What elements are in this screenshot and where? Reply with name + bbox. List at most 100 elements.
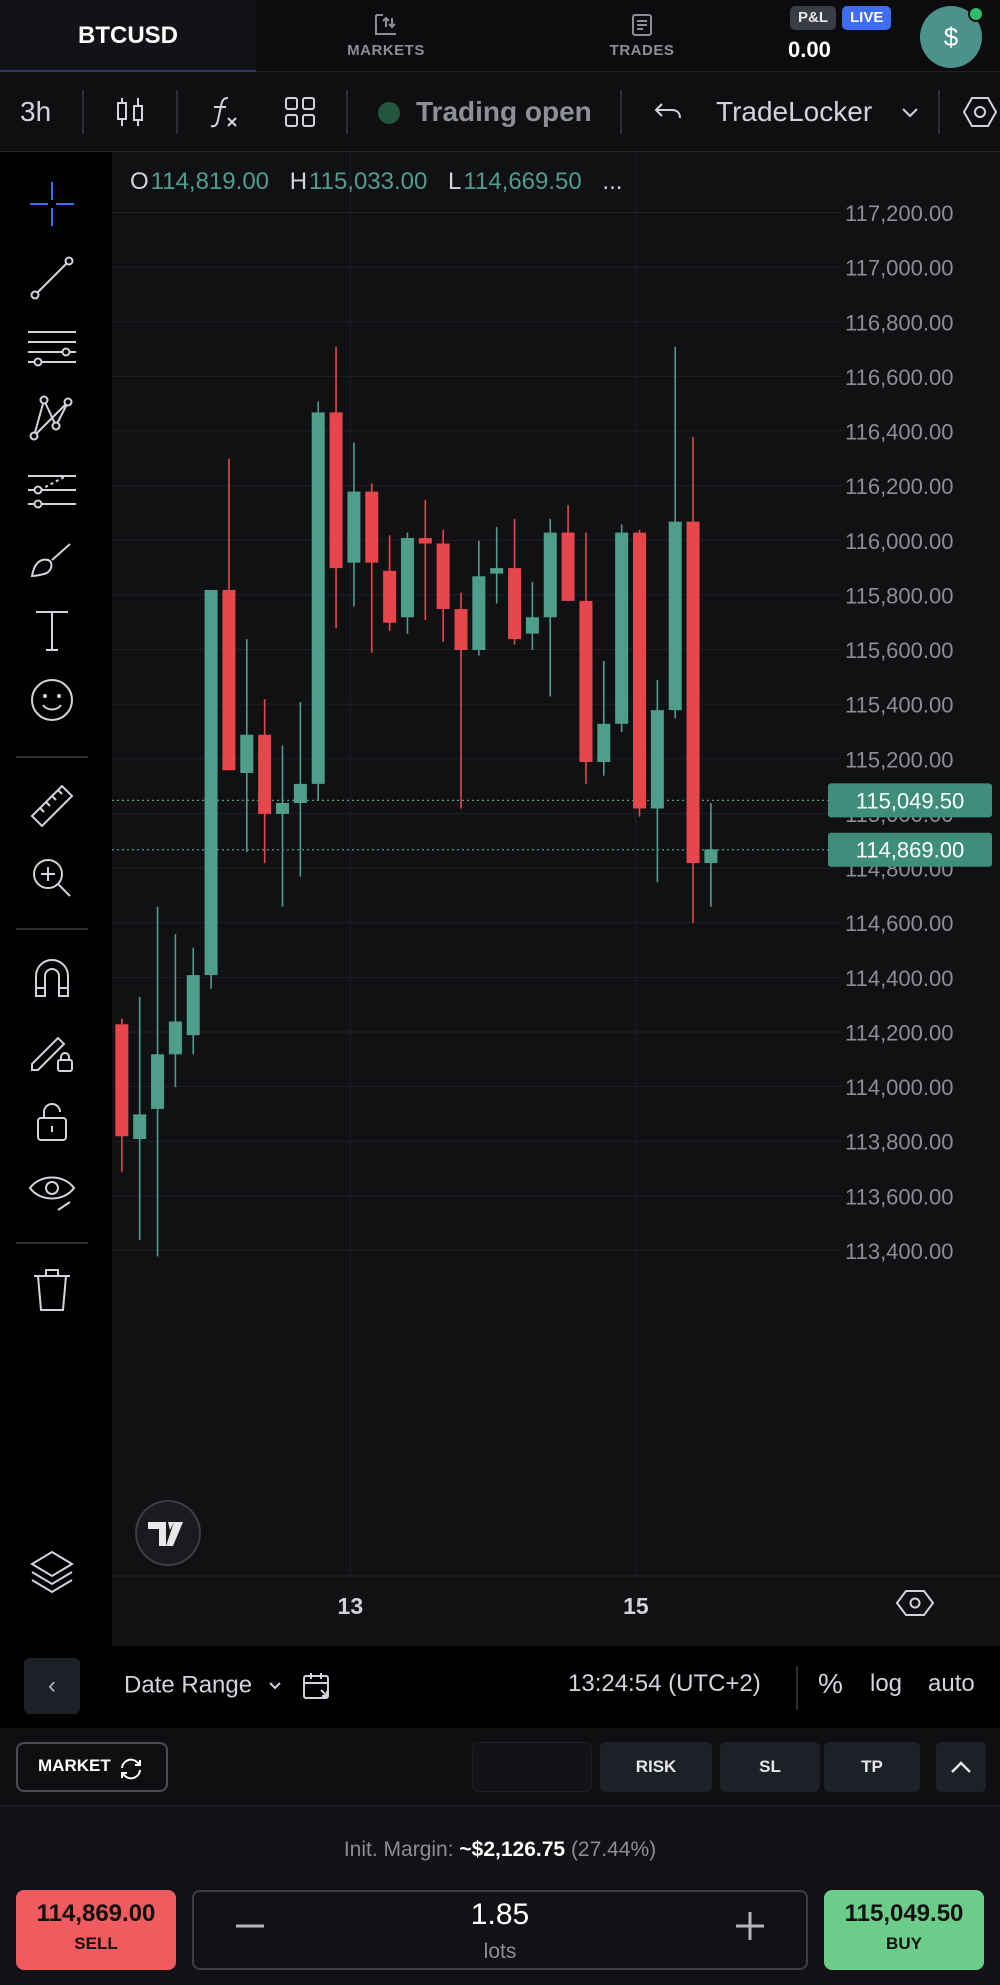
pattern-icon[interactable]	[26, 392, 78, 444]
y-axis-tick-label: 113,400.00	[845, 1239, 953, 1264]
lock-drawing-icon[interactable]	[26, 1024, 78, 1076]
buy-label: BUY	[886, 1934, 922, 1953]
top-navigation: BTCUSD MARKETS TRADES P&L LIVE 0.00 $	[0, 0, 1000, 72]
y-axis-tick-label: 113,800.00	[845, 1130, 953, 1155]
candles-icon[interactable]	[110, 92, 150, 132]
candle-body	[240, 734, 254, 773]
minus-icon[interactable]	[230, 1906, 270, 1946]
text-tool-icon[interactable]	[26, 604, 78, 656]
layers-icon[interactable]	[26, 1546, 78, 1598]
live-badge: LIVE	[842, 6, 892, 30]
broker-selector[interactable]: TradeLocker	[716, 96, 873, 127]
y-axis-tick-label: 115,200.00	[845, 747, 953, 772]
candle-body	[186, 975, 200, 1036]
low-value: 114,669.50	[463, 168, 582, 195]
axis-settings-icon-center	[909, 1597, 921, 1609]
settings-icon[interactable]	[960, 92, 1000, 132]
candle-body	[133, 1114, 147, 1139]
risk-button[interactable]: RISK	[600, 1742, 712, 1792]
sell-price: 114,869.00	[36, 1900, 156, 1927]
stop-loss-button[interactable]: SL	[720, 1742, 820, 1792]
plus-icon[interactable]	[730, 1906, 770, 1946]
swap-icon	[121, 1758, 141, 1780]
markets-label: MARKETS	[347, 42, 425, 59]
y-axis-tick-label: 114,400.00	[845, 966, 953, 991]
layout-grid-icon[interactable]	[280, 92, 320, 132]
lots-value[interactable]: 1.85	[470, 1898, 530, 1931]
sell-button[interactable]: 114,869.00 SELL	[16, 1890, 176, 1970]
candle-body	[525, 617, 539, 634]
candle-body	[293, 783, 307, 804]
y-axis-tick-label: 116,400.00	[845, 420, 953, 445]
markets-icon	[375, 14, 396, 35]
tradingview-logo[interactable]	[135, 1500, 201, 1566]
candle-body	[383, 570, 397, 623]
interval-button[interactable]: 3h	[20, 96, 52, 127]
lots-stepper[interactable]: 1.85 lots	[192, 1890, 808, 1970]
horizontal-lines-icon[interactable]	[26, 322, 78, 374]
candle-body	[276, 803, 289, 814]
more-indicator[interactable]: ...	[602, 168, 623, 195]
chart-bottom-bar: ‹ Date Range 13:24:54 (UTC+2) % log auto	[0, 1652, 1000, 1724]
axis-settings-icon	[895, 1590, 935, 1616]
chevron-down-icon[interactable]	[890, 92, 930, 132]
magnet-icon[interactable]	[26, 952, 78, 1004]
tools-divider	[16, 756, 88, 758]
log-scale-button[interactable]: log	[870, 1670, 903, 1697]
tools-divider	[16, 1242, 88, 1244]
zoom-in-icon[interactable]	[26, 852, 78, 904]
initial-margin: Init. Margin: ~$2,126.75 (27.44%)	[0, 1838, 1000, 1862]
buy-button[interactable]: 115,049.50 BUY	[824, 1890, 984, 1970]
emoji-icon[interactable]	[26, 674, 78, 726]
markets-tab[interactable]: MARKETS	[306, 10, 466, 62]
percent-scale-button[interactable]: %	[818, 1668, 843, 1699]
account-avatar[interactable]: $	[920, 6, 982, 68]
prediction-icon[interactable]	[26, 462, 78, 514]
chart-toolbar: 3h Trading open TradeLocker	[0, 72, 1000, 152]
order-field-empty[interactable]	[472, 1742, 592, 1792]
collapse-button[interactable]: ‹	[24, 1658, 80, 1714]
y-axis-tick-label: 117,200.00	[845, 201, 953, 226]
chart-clock[interactable]: 13:24:54 (UTC+2)	[568, 1670, 761, 1697]
candlestick-chart[interactable]: 117,200.00 117,000.00 116,800.00 116,600.00…	[112, 152, 1000, 1646]
candle-body	[472, 576, 486, 651]
order-type-button[interactable]: MARKET	[16, 1742, 168, 1792]
candle-body	[204, 589, 218, 976]
candle-body	[704, 849, 718, 864]
low-label: L	[448, 168, 462, 195]
y-axis-tick-label: 116,600.00	[845, 365, 953, 390]
toolbar-divider	[346, 90, 348, 134]
bottombar-divider	[796, 1666, 798, 1710]
candle-body	[490, 568, 504, 574]
order-type-label: MARKET	[38, 1756, 111, 1775]
visibility-icon[interactable]	[26, 1166, 78, 1218]
tools-divider	[16, 928, 88, 930]
trades-label: TRADES	[609, 42, 675, 59]
symbol-tab[interactable]: BTCUSD	[0, 0, 256, 72]
date-range-button[interactable]: Date Range	[124, 1670, 333, 1702]
unlock-icon[interactable]	[26, 1096, 78, 1148]
auto-scale-button[interactable]: auto	[928, 1670, 975, 1697]
trades-tab[interactable]: TRADES	[562, 10, 722, 62]
ruler-icon[interactable]	[26, 780, 78, 832]
x-axis-tick-label: 15	[623, 1593, 649, 1619]
candle-body	[668, 521, 682, 711]
y-axis-tick-label: 116,200.00	[845, 474, 953, 499]
candle-body	[633, 532, 646, 809]
take-profit-button[interactable]: TP	[824, 1742, 920, 1792]
y-axis-tick-label: 115,400.00	[845, 693, 953, 718]
candle-body	[347, 491, 361, 563]
trend-line-icon[interactable]	[26, 252, 78, 304]
indicators-icon[interactable]	[204, 92, 244, 132]
candle-body	[597, 723, 611, 763]
buy-price: 115,049.50	[844, 1900, 964, 1927]
price-chart[interactable]: 117,200.00 117,000.00 116,800.00 116,600.00…	[112, 152, 1000, 1646]
candle-body	[400, 538, 414, 618]
undo-icon[interactable]	[648, 92, 688, 132]
margin-percent: (27.44%)	[570, 1838, 657, 1861]
brush-icon[interactable]	[26, 534, 78, 586]
trash-icon[interactable]	[26, 1264, 78, 1316]
status-dot	[378, 102, 400, 124]
crosshair-icon[interactable]	[26, 178, 78, 230]
expand-order-button[interactable]	[936, 1742, 986, 1792]
